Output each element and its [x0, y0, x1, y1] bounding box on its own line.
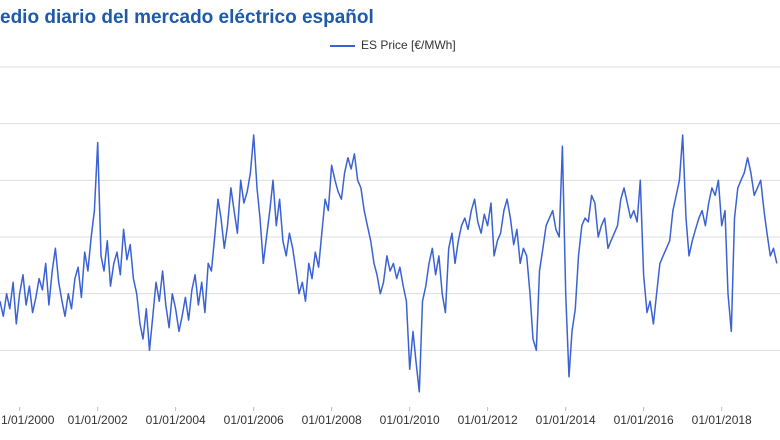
x-tick-label: 01/01/2002 [68, 413, 128, 427]
legend-label: ES Price [€/MWh] [361, 38, 456, 52]
series-line [0, 134, 778, 393]
x-tick-label: 01/01/2010 [380, 413, 440, 427]
x-tick-label: 01/01/2016 [614, 413, 674, 427]
x-tick-label: 01/01/2006 [224, 413, 284, 427]
chart-title: edio diario del mercado eléctrico españo… [0, 7, 374, 28]
x-tick-label: 01/01/2014 [536, 413, 596, 427]
x-tick-label: 01/01/2008 [302, 413, 362, 427]
x-tick-label: 01/01/2018 [692, 413, 752, 427]
x-tick-label: 1/01/2000 [1, 413, 55, 427]
x-tick-label: 01/01/2004 [146, 413, 206, 427]
x-tick-label: 01/01/2012 [458, 413, 518, 427]
